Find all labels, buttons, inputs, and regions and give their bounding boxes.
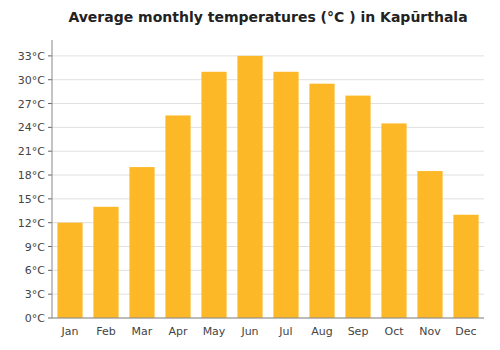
tick-label: 18°C bbox=[18, 169, 45, 182]
tick-mark bbox=[48, 55, 52, 56]
tick-label: 6°C bbox=[25, 264, 45, 277]
tick-label: 30°C bbox=[18, 74, 45, 87]
bar bbox=[165, 115, 190, 318]
bar bbox=[129, 167, 154, 318]
bars bbox=[57, 56, 478, 318]
tick-mark bbox=[48, 318, 52, 319]
grid-line bbox=[52, 151, 484, 152]
tick-label: 27°C bbox=[18, 98, 45, 111]
grid bbox=[52, 56, 484, 318]
tick-mark bbox=[48, 246, 52, 247]
grid-line bbox=[52, 55, 484, 56]
bar bbox=[345, 96, 370, 318]
tick-label: Oct bbox=[384, 325, 404, 338]
tick-label: Aug bbox=[311, 325, 332, 338]
tick-label: Nov bbox=[419, 325, 441, 338]
chart: Average monthly temperatures (°C ) in Ka… bbox=[0, 0, 500, 350]
bar bbox=[309, 84, 334, 318]
tick-label: 21°C bbox=[18, 145, 45, 158]
bar bbox=[201, 72, 226, 318]
title: Average monthly temperatures (°C ) in Ka… bbox=[68, 9, 467, 25]
tick-label: 33°C bbox=[18, 50, 45, 63]
bar bbox=[237, 56, 262, 318]
tick-label: 0°C bbox=[25, 312, 45, 325]
bar bbox=[453, 215, 478, 318]
bar bbox=[273, 72, 298, 318]
grid-line bbox=[52, 318, 484, 319]
tick-label: Sep bbox=[348, 325, 369, 338]
tick-mark bbox=[48, 103, 52, 104]
tick-mark bbox=[48, 294, 52, 295]
y-axis: 0°C 3°C 6°C 9°C 12°C 15°C 18°C 21°C 24°C 27°C 30°C… bbox=[18, 50, 52, 325]
tick-label: Feb bbox=[96, 325, 115, 338]
tick-label: Jun bbox=[240, 325, 258, 338]
tick-label: 9°C bbox=[25, 241, 45, 254]
tick-label: Dec bbox=[455, 325, 476, 338]
tick-mark bbox=[48, 79, 52, 80]
tick-mark bbox=[48, 127, 52, 128]
tick-mark bbox=[48, 198, 52, 199]
tick-label: 15°C bbox=[18, 193, 45, 206]
bar bbox=[381, 123, 406, 318]
tick-label: Apr bbox=[168, 325, 188, 338]
tick-label: Jan bbox=[61, 325, 79, 338]
tick-label: Mar bbox=[132, 325, 153, 338]
grid-line bbox=[52, 79, 484, 80]
bar bbox=[93, 207, 118, 318]
tick-label: Jul bbox=[278, 325, 292, 338]
x-axis: Jan Feb Mar Apr May Jun Jul Aug Sep Oct Nov Dec bbox=[61, 325, 477, 338]
tick-label: 12°C bbox=[18, 217, 45, 230]
tick-mark bbox=[48, 270, 52, 271]
page: {"chart_data": {"type": "bar", "title": … bbox=[0, 0, 500, 350]
tick-label: 24°C bbox=[18, 121, 45, 134]
tick-label: 3°C bbox=[25, 288, 45, 301]
bar bbox=[417, 171, 442, 318]
y-axis-line bbox=[52, 40, 53, 318]
tick-mark bbox=[48, 151, 52, 152]
tick-mark bbox=[48, 175, 52, 176]
tick-mark bbox=[48, 222, 52, 223]
grid-line bbox=[52, 103, 484, 104]
x-axis-line bbox=[52, 318, 484, 319]
grid-line bbox=[52, 127, 484, 128]
tick-label: May bbox=[203, 325, 226, 338]
bar bbox=[57, 223, 82, 318]
